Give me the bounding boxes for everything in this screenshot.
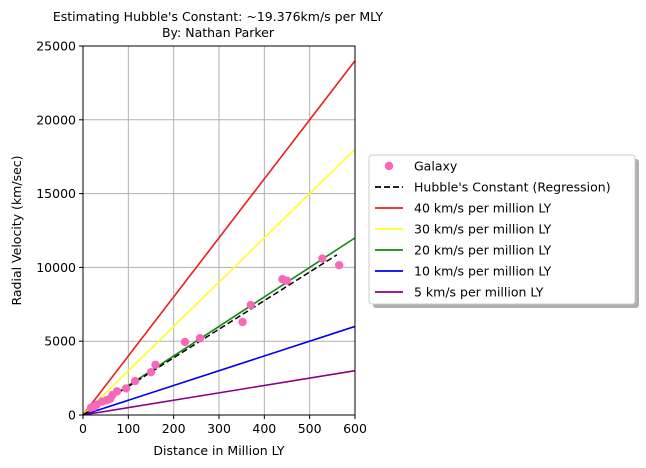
y-axis-ticks: 0 5000 10000 15000 20000 25000 (36, 39, 83, 423)
y-tick-label: 15000 (36, 186, 76, 201)
x-axis-ticks: 0 100 200 300 400 500 600 (79, 415, 367, 436)
galaxy-point (151, 360, 160, 370)
chart-title: Estimating Hubble's Constant: ~19.376km/… (53, 9, 384, 24)
galaxy-point (180, 337, 190, 347)
y-tick-label: 25000 (36, 39, 76, 54)
galaxy-point (238, 317, 247, 327)
x-tick-label: 500 (298, 421, 322, 436)
legend: Galaxy Hubble's Constant (Regression) 40 k… (368, 154, 639, 308)
y-tick-label: 0 (68, 408, 76, 423)
series-line-2 (82, 148, 356, 416)
chart-subtitle: By: Nathan Parker (162, 25, 275, 40)
x-tick-label: 600 (343, 421, 367, 436)
galaxy-point (334, 260, 344, 270)
galaxy-point (112, 387, 122, 396)
legend-label: 5 km/s per million LY (414, 285, 544, 300)
galaxy-point (146, 367, 156, 377)
galaxy-point (282, 276, 292, 285)
legend-label: Galaxy (414, 159, 458, 174)
legend-marker-galaxy (384, 161, 394, 171)
x-tick-label: 200 (162, 421, 186, 436)
legend-label: 10 km/s per million LY (414, 264, 552, 279)
series-line-4 (82, 325, 356, 416)
x-tick-label: 300 (207, 421, 231, 436)
y-tick-label: 20000 (36, 112, 76, 127)
x-axis-label: Distance in Million LY (153, 443, 285, 458)
galaxy-point (246, 300, 255, 310)
scatter-points (86, 254, 344, 412)
y-tick-label: 5000 (44, 334, 76, 349)
y-tick-label: 10000 (36, 260, 76, 275)
x-tick-label: 100 (116, 421, 140, 436)
legend-label: 40 km/s per million LY (414, 201, 552, 216)
grid (82, 45, 356, 416)
galaxy-point (121, 384, 131, 393)
galaxy-point (195, 334, 205, 343)
galaxy-point (318, 254, 327, 263)
galaxy-point (130, 376, 140, 386)
legend-label: 20 km/s per million LY (414, 243, 552, 258)
legend-label: Hubble's Constant (Regression) (414, 180, 611, 195)
y-axis-label: Radial Velocity (km/sec) (9, 155, 24, 305)
legend-label: 30 km/s per million LY (414, 222, 552, 237)
series-line-5 (82, 369, 356, 416)
legend-box (368, 154, 636, 305)
series-line-1 (82, 60, 356, 416)
x-tick-label: 0 (79, 421, 87, 436)
x-tick-label: 400 (252, 421, 276, 436)
